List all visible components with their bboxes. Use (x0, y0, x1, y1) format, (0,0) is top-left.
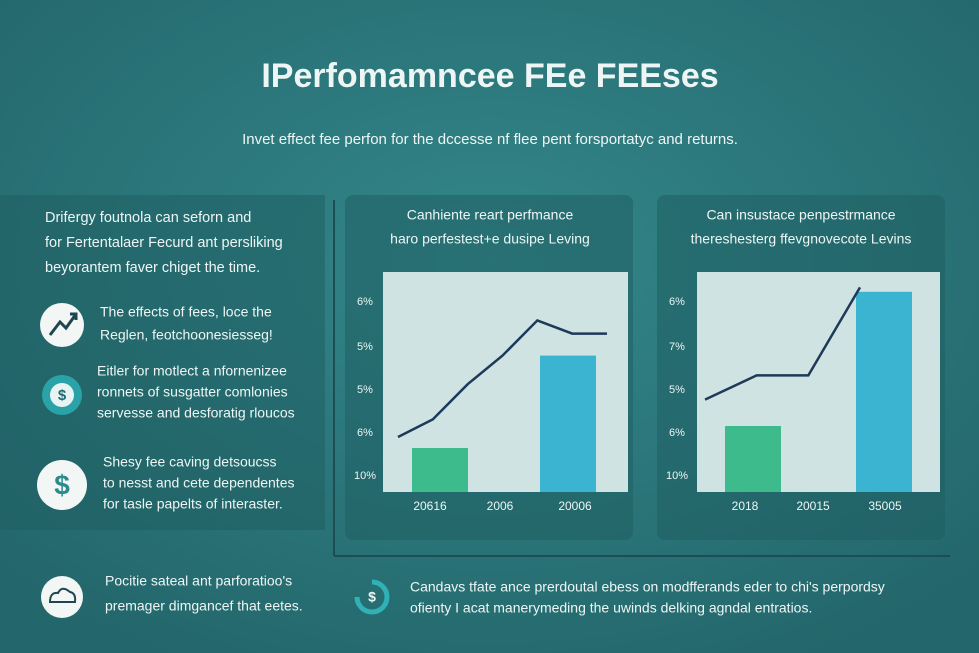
item-text: The effects of fees, loce the (100, 304, 272, 320)
item-text: Reglen, feotchoonesiesseg! (100, 327, 273, 343)
icon-glyph (48, 312, 78, 336)
x-tick-label: 2018 (732, 499, 759, 513)
y-tick-label: 10% (354, 470, 376, 482)
y-tick-label: 6% (357, 427, 373, 439)
y-tick-label: 6% (357, 296, 373, 308)
icon-glyph: $ (54, 469, 70, 500)
icon (354, 579, 390, 615)
chart-title: haro perfestest+e dusipe Leving (390, 231, 590, 247)
bar (725, 426, 781, 492)
intro-text: Drifergy foutnola can seforn and (45, 210, 251, 226)
x-tick-label: 20616 (413, 499, 447, 513)
trend-line (704, 286, 862, 401)
x-tick-label: 35005 (868, 499, 902, 513)
icon-glyph: $ (58, 387, 67, 404)
bar (856, 291, 912, 492)
chart-title: Canhiente reart perfmance (407, 207, 574, 223)
trend-line (397, 318, 607, 439)
footer-text: Pocitie sateal ant parforatioo's (105, 573, 292, 589)
item-text: for tasle papelts of interaster. (103, 496, 283, 512)
chart-title: thereshesterg ffevgnovecote Levins (691, 231, 912, 247)
footer-text: Candavs tfate ance prerdoutal ebess on m… (410, 579, 885, 595)
title: IPerfomamncee FEe FEEses (261, 57, 718, 95)
icon-glyph (48, 587, 77, 603)
y-tick-label: 5% (357, 341, 373, 353)
bar (540, 355, 596, 492)
item-text: to nesst and cete dependentes (103, 475, 294, 491)
bar (412, 448, 468, 492)
item-text: Shesy fee caving detsoucss (103, 454, 277, 470)
chart-title: Can insustace penpestrmance (706, 207, 895, 223)
y-tick-label: 5% (357, 384, 373, 396)
y-tick-label: 5% (669, 384, 685, 396)
item-text: Eitler for motlect a nfornenizee (97, 363, 287, 379)
footer-text: premager dimgancef that eetes. (105, 598, 303, 614)
icon (41, 576, 83, 618)
y-tick-label: 6% (669, 427, 685, 439)
footer-text: ofienty I acat manerymeding the uwinds d… (410, 600, 812, 616)
icon (37, 460, 87, 510)
y-tick-label: 10% (666, 470, 688, 482)
y-tick-label: 6% (669, 296, 685, 308)
x-tick-label: 2006 (487, 499, 514, 513)
item-text: ronnets of susgatter comlonies (97, 384, 288, 400)
intro-text: for Fertentalaer Fecurd ant persliking (45, 235, 283, 251)
intro-text: beyorantem faver chiget the time. (45, 260, 260, 276)
item-text: servesse and desforatig rloucos (97, 405, 295, 421)
x-tick-label: 20006 (558, 499, 592, 513)
x-tick-label: 20015 (796, 499, 830, 513)
subtitle: Invet effect fee perfon for the dccesse … (242, 131, 738, 148)
y-tick-label: 7% (669, 341, 685, 353)
icon-glyph: $ (368, 589, 376, 605)
icon (50, 383, 74, 407)
